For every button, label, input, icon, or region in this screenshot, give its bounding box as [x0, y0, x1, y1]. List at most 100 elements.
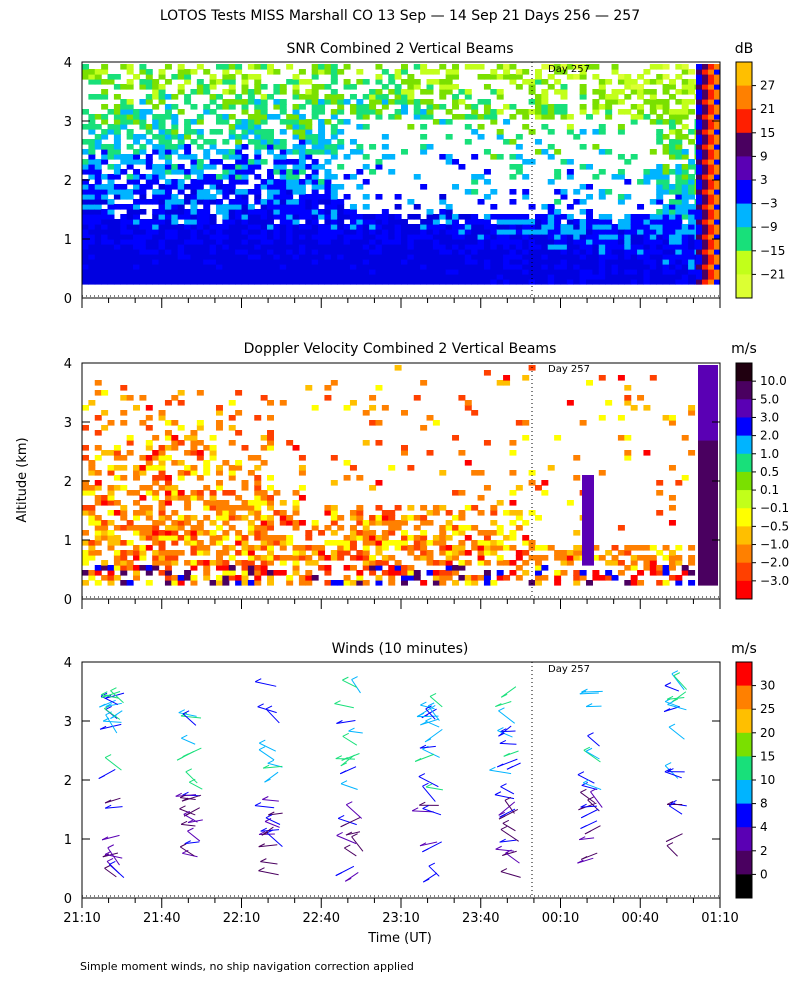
snr-cell — [592, 89, 600, 95]
snr-cell — [82, 229, 89, 235]
snr-cell — [286, 274, 294, 280]
doppler-cell — [158, 500, 166, 506]
snr-cell — [94, 164, 102, 170]
snr-cell — [330, 244, 338, 250]
snr-cell — [164, 229, 172, 235]
snr-cell — [649, 234, 657, 240]
snr-cell — [209, 99, 217, 105]
doppler-cell — [126, 435, 134, 441]
doppler-cell — [247, 470, 255, 476]
snr-cell — [107, 189, 115, 195]
snr-cell — [126, 269, 134, 275]
doppler-cell — [241, 505, 249, 511]
snr-cell — [196, 274, 204, 280]
snr-cell — [617, 99, 625, 105]
doppler-cell — [624, 400, 632, 406]
snr-cell — [260, 239, 268, 245]
snr-cell — [190, 199, 198, 205]
doppler-cell — [656, 570, 664, 576]
snr-cell — [279, 239, 287, 245]
wind-barb-flag — [342, 676, 349, 681]
snr-cell — [681, 64, 689, 70]
snr-cell — [483, 149, 491, 155]
snr-cell — [235, 269, 243, 275]
snr-cell — [477, 229, 485, 235]
snr-cell — [228, 164, 236, 170]
doppler-cell — [152, 540, 160, 546]
colorbar-swatch — [736, 274, 752, 299]
snr-cell — [643, 179, 651, 185]
wind-barb — [266, 832, 283, 847]
snr-cell — [560, 104, 568, 110]
doppler-cell — [241, 540, 249, 546]
snr-cell — [573, 249, 581, 255]
snr-cell — [324, 94, 332, 100]
doppler-cell — [196, 425, 204, 431]
snr-cell — [126, 204, 134, 210]
doppler-cell — [458, 565, 466, 571]
doppler-cell — [177, 515, 185, 521]
doppler-cell — [362, 545, 370, 551]
doppler-cell — [541, 480, 549, 486]
snr-cell — [362, 264, 370, 270]
doppler-cell — [196, 525, 204, 531]
snr-cell — [158, 249, 166, 255]
snr-cell — [337, 209, 345, 215]
doppler-cell — [241, 445, 249, 451]
doppler-cell — [222, 500, 230, 506]
doppler-cell — [203, 570, 211, 576]
snr-cell — [241, 254, 249, 260]
snr-cell — [708, 199, 715, 205]
doppler-cell — [318, 550, 326, 556]
snr-cell — [696, 224, 703, 230]
snr-cell — [145, 259, 153, 265]
snr-cell — [605, 149, 613, 155]
doppler-cell — [292, 560, 300, 566]
doppler-cell — [209, 495, 217, 501]
doppler-cell — [247, 510, 255, 516]
wind-barb — [422, 748, 440, 758]
doppler-cell — [241, 550, 249, 556]
snr-cell — [702, 249, 709, 255]
snr-cell — [394, 274, 402, 280]
snr-cell — [318, 224, 326, 230]
snr-cell — [696, 149, 703, 155]
wind-barb — [585, 750, 600, 760]
doppler-cell — [139, 455, 147, 461]
snr-cell — [139, 199, 147, 205]
doppler-cell — [94, 380, 102, 386]
snr-cell — [107, 154, 115, 160]
doppler-cell — [254, 535, 262, 541]
wind-barb — [259, 833, 275, 836]
snr-cell — [139, 189, 147, 195]
snr-cell — [305, 214, 313, 220]
doppler-cell — [617, 375, 625, 381]
doppler-cell — [196, 490, 204, 496]
colorbar-swatch — [736, 490, 752, 509]
snr-cell — [184, 154, 192, 160]
snr-cell — [445, 219, 453, 225]
doppler-cell — [190, 470, 198, 476]
snr-cell — [708, 64, 715, 70]
snr-cell — [82, 214, 89, 220]
snr-cell — [662, 134, 670, 140]
doppler-cell — [247, 525, 255, 531]
doppler-cell — [203, 470, 211, 476]
snr-cell — [241, 129, 249, 135]
snr-cell — [279, 194, 287, 200]
snr-cell — [82, 244, 89, 250]
snr-cell — [662, 239, 670, 245]
snr-cell — [133, 159, 141, 165]
doppler-cell — [139, 465, 147, 471]
snr-cell — [394, 89, 402, 95]
snr-cell — [82, 64, 89, 70]
snr-cell — [534, 244, 542, 250]
snr-cell — [656, 259, 664, 265]
colorbar-swatch — [736, 471, 752, 491]
snr-cell — [113, 139, 121, 145]
snr-cell — [483, 224, 491, 230]
snr-cell — [349, 244, 357, 250]
snr-cell — [439, 264, 447, 270]
snr-cell — [286, 159, 294, 165]
colorbar-label: 9 — [760, 149, 768, 163]
